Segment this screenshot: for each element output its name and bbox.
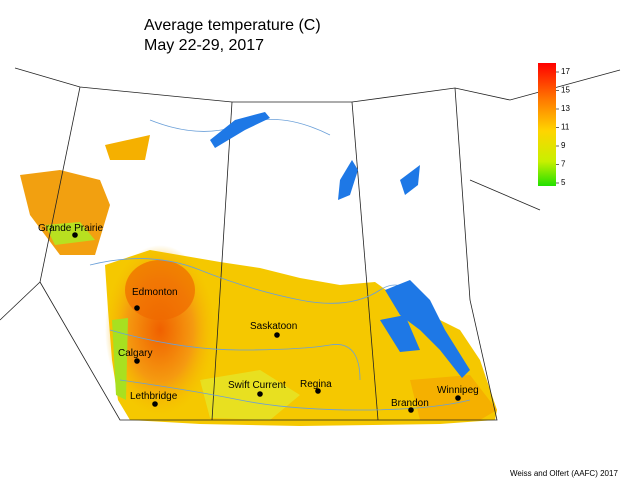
city-label: Edmonton — [132, 287, 178, 298]
city-dot — [315, 388, 321, 394]
city-dot — [455, 395, 461, 401]
city-dot — [134, 358, 140, 364]
city-label: Winnipeg — [437, 385, 479, 396]
tick-label: 13 — [561, 104, 570, 113]
temperature-field — [20, 135, 497, 426]
city-dot — [134, 305, 140, 311]
tick-label: 7 — [561, 160, 566, 169]
city-label: Calgary — [118, 348, 152, 359]
lakes — [210, 112, 470, 378]
tick-label: 9 — [561, 141, 566, 150]
tick-label: 11 — [561, 123, 570, 132]
legend-ticks: 5 7 9 11 13 15 17 — [556, 67, 570, 187]
city-label: Saskatoon — [250, 321, 297, 332]
city-label: Swift Current — [228, 380, 286, 391]
color-bar — [538, 63, 556, 186]
map-subtitle: May 22-29, 2017 — [144, 37, 264, 54]
city-dot — [152, 401, 158, 407]
city-dot — [274, 332, 280, 338]
city-dot — [72, 232, 78, 238]
tick-label: 5 — [561, 178, 566, 187]
city-label: Regina — [300, 379, 332, 390]
tick-label: 17 — [561, 67, 570, 76]
credit: Weiss and Olfert (AAFC) 2017 — [510, 469, 618, 478]
city-dot — [408, 407, 414, 413]
city-dot — [257, 391, 263, 397]
city-label: Grande Prairie — [38, 223, 103, 234]
city-label: Brandon — [391, 398, 429, 409]
city-label: Lethbridge — [130, 391, 178, 402]
tick-label: 15 — [561, 86, 570, 95]
cities: Grande Prairie Edmonton Saskatoon Calgary Sw… — [38, 223, 479, 413]
borders — [0, 67, 621, 421]
map-title: Average temperature (C) — [144, 17, 321, 34]
